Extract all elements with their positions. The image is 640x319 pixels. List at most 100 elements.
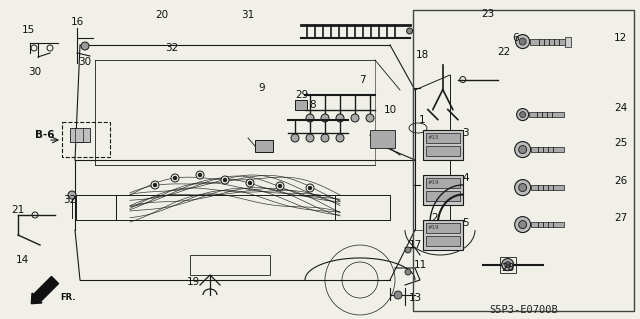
Circle shape [516, 34, 530, 48]
Text: 6: 6 [513, 33, 519, 43]
Text: 16: 16 [70, 17, 84, 27]
Text: 28: 28 [501, 263, 515, 273]
Text: 30: 30 [79, 57, 92, 67]
Circle shape [519, 38, 526, 45]
Circle shape [520, 112, 525, 118]
Circle shape [405, 247, 411, 253]
Text: 10: 10 [383, 105, 397, 115]
Circle shape [198, 173, 202, 177]
Text: 32: 32 [165, 43, 179, 53]
Circle shape [321, 114, 329, 122]
Text: 11: 11 [413, 260, 427, 270]
Text: 24: 24 [614, 103, 627, 113]
Circle shape [196, 171, 204, 179]
Text: 15: 15 [21, 25, 35, 35]
FancyArrow shape [531, 147, 564, 152]
Bar [413, 10, 634, 311]
Bar [426, 145, 460, 156]
Text: 8: 8 [310, 100, 316, 110]
Bar [70, 128, 90, 142]
Circle shape [278, 184, 282, 188]
Circle shape [518, 183, 527, 192]
Bar [426, 178, 460, 188]
Circle shape [516, 108, 529, 121]
Bar [62, 122, 110, 157]
Bar [426, 133, 460, 143]
Text: 4: 4 [463, 173, 469, 183]
Text: 5: 5 [463, 218, 469, 228]
Circle shape [431, 221, 439, 229]
Bar [76, 195, 116, 220]
Text: B-6: B-6 [35, 130, 55, 140]
Bar [370, 130, 395, 148]
Bar [500, 256, 516, 272]
FancyArrow shape [531, 222, 564, 227]
Bar [423, 174, 463, 204]
Circle shape [336, 114, 344, 122]
Bar [335, 195, 390, 220]
Text: 1: 1 [419, 115, 426, 125]
Circle shape [81, 42, 89, 50]
Circle shape [321, 134, 329, 142]
Circle shape [151, 181, 159, 189]
Circle shape [502, 259, 514, 271]
Bar [426, 223, 460, 233]
Text: 18: 18 [416, 50, 429, 60]
Circle shape [171, 174, 179, 182]
Text: 9: 9 [259, 83, 266, 93]
Text: 27: 27 [614, 213, 627, 223]
Bar [190, 255, 270, 275]
Circle shape [308, 186, 312, 190]
Circle shape [173, 176, 177, 180]
Circle shape [246, 179, 254, 187]
Circle shape [306, 184, 314, 192]
Text: 30: 30 [28, 67, 42, 77]
Bar [426, 235, 460, 246]
Text: 19: 19 [186, 277, 200, 287]
Text: 2: 2 [432, 213, 438, 223]
Text: 7: 7 [358, 75, 365, 85]
Bar [564, 37, 571, 47]
Circle shape [291, 134, 299, 142]
Text: 25: 25 [614, 138, 627, 148]
Bar [423, 130, 463, 160]
Circle shape [351, 114, 359, 122]
Circle shape [336, 134, 344, 142]
Circle shape [68, 191, 76, 199]
Circle shape [515, 142, 531, 158]
Text: 32: 32 [63, 195, 77, 205]
FancyArrow shape [529, 112, 564, 117]
Circle shape [366, 114, 374, 122]
Text: 13: 13 [408, 293, 422, 303]
Text: 23: 23 [481, 9, 495, 19]
Text: 21: 21 [12, 205, 24, 215]
Text: 14: 14 [15, 255, 29, 265]
Circle shape [518, 145, 527, 153]
Text: 29: 29 [296, 90, 308, 100]
Text: #19: #19 [428, 180, 440, 185]
Circle shape [394, 291, 402, 299]
Text: 20: 20 [156, 10, 168, 20]
Circle shape [515, 180, 531, 196]
Bar [426, 190, 460, 201]
Circle shape [248, 181, 252, 185]
Text: 12: 12 [614, 33, 627, 43]
Circle shape [515, 217, 531, 233]
Circle shape [518, 220, 527, 229]
Text: #15: #15 [428, 135, 440, 140]
Text: 26: 26 [614, 176, 627, 186]
Circle shape [221, 176, 229, 184]
Text: S5P3-E0700B: S5P3-E0700B [489, 305, 557, 315]
Circle shape [505, 262, 511, 268]
Text: 31: 31 [241, 10, 255, 20]
Text: 17: 17 [408, 240, 422, 250]
FancyArrow shape [530, 39, 568, 45]
Circle shape [223, 178, 227, 182]
Circle shape [276, 182, 284, 190]
Circle shape [405, 269, 411, 275]
Text: FR.: FR. [60, 293, 76, 302]
Circle shape [306, 114, 314, 122]
Circle shape [153, 183, 157, 187]
Circle shape [306, 134, 314, 142]
Text: #19: #19 [428, 225, 440, 230]
